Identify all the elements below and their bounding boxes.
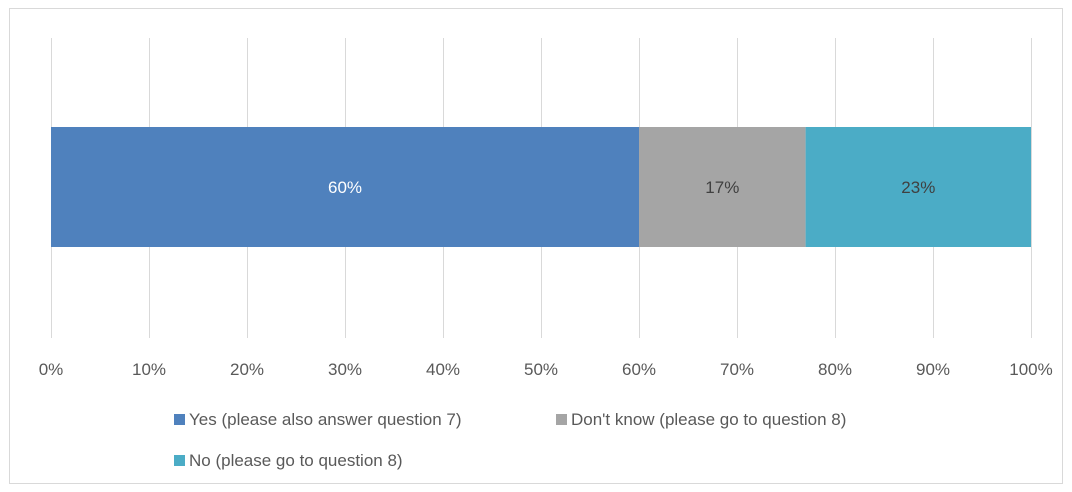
legend-label: Don't know (please go to question 8) <box>571 410 846 429</box>
data-label: 23% <box>901 178 935 197</box>
x-tick-label: 0% <box>39 360 64 379</box>
bar-segment <box>51 127 639 247</box>
x-tick-label: 60% <box>622 360 656 379</box>
data-label: 60% <box>328 178 362 197</box>
x-tick-label: 70% <box>720 360 754 379</box>
x-tick-label: 40% <box>426 360 460 379</box>
bar-segment <box>805 127 1031 247</box>
x-tick-label: 80% <box>818 360 852 379</box>
legend: Yes (please also answer question 7) Don't… <box>174 410 846 470</box>
x-tick-label: 90% <box>916 360 950 379</box>
legend-label: Yes (please also answer question 7) <box>189 410 461 429</box>
bars: 60% 17% 23% <box>51 127 1031 247</box>
legend-label: No (please go to question 8) <box>189 451 403 470</box>
bar-segment <box>639 127 806 247</box>
x-axis-ticks: 0% 10% 20% 30% 40% 50% 60% 70% 80% 90% 100% <box>39 360 1053 379</box>
legend-swatch <box>556 414 567 425</box>
data-label: 17% <box>705 178 739 197</box>
legend-swatch <box>174 455 185 466</box>
x-tick-label: 20% <box>230 360 264 379</box>
x-tick-label: 30% <box>328 360 362 379</box>
x-tick-label: 100% <box>1009 360 1052 379</box>
legend-swatch <box>174 414 185 425</box>
x-tick-label: 10% <box>132 360 166 379</box>
x-tick-label: 50% <box>524 360 558 379</box>
